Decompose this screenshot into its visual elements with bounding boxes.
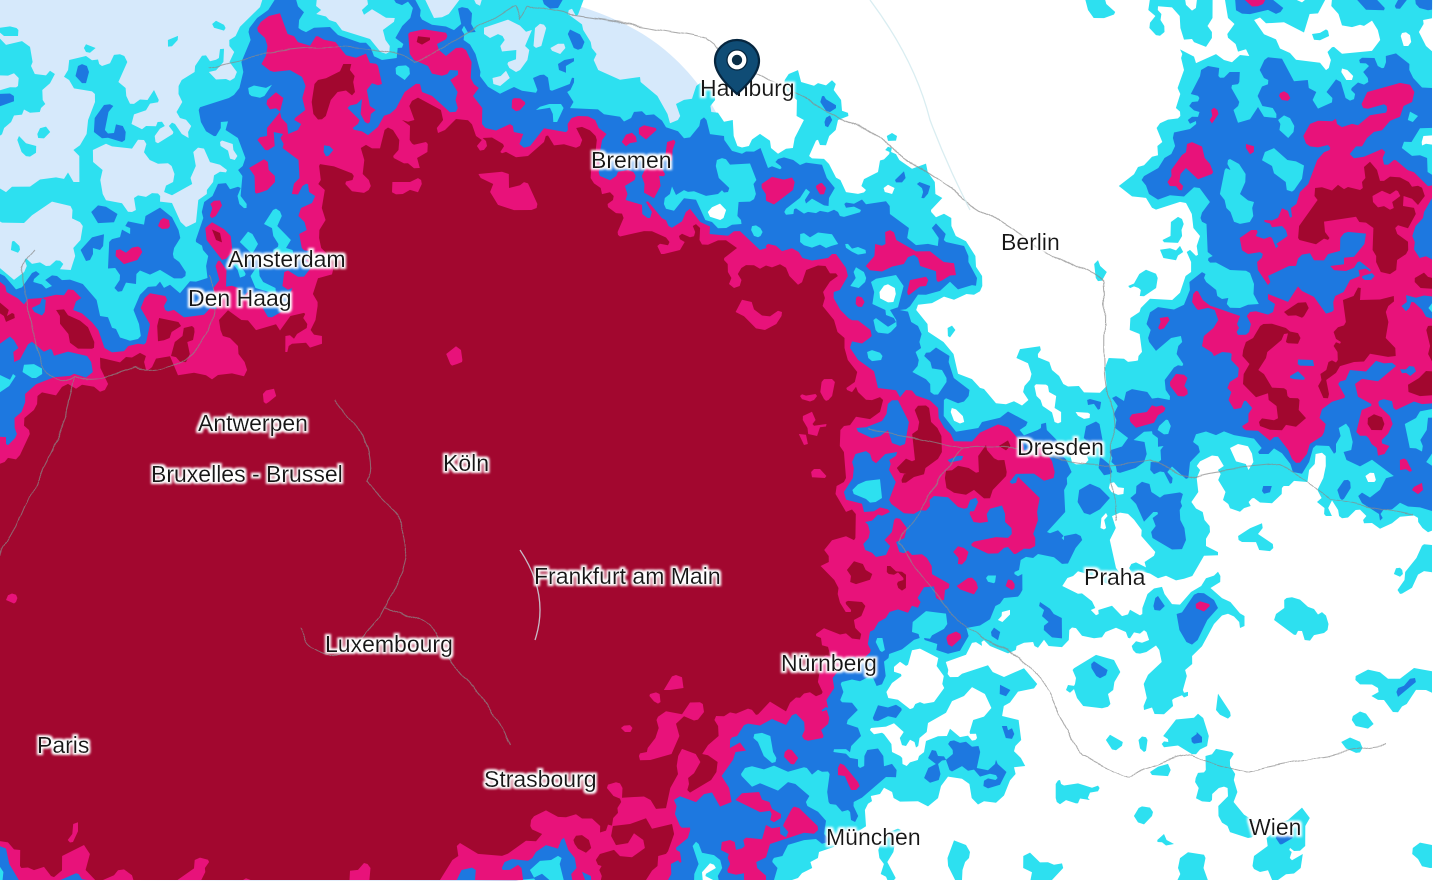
svg-text:München: München [826,824,921,850]
svg-text:Bremen: Bremen [591,147,672,173]
svg-text:Amsterdam: Amsterdam [228,246,346,272]
svg-text:Köln: Köln [443,450,489,476]
svg-text:Den Haag: Den Haag [188,285,292,311]
svg-text:Antwerpen: Antwerpen [198,410,308,436]
svg-text:Berlin: Berlin [1001,229,1060,255]
svg-text:Paris: Paris [37,732,89,758]
svg-text:Praha: Praha [1084,564,1146,590]
svg-text:Bruxelles - Brussel: Bruxelles - Brussel [151,461,343,487]
svg-text:Nürnberg: Nürnberg [781,650,877,676]
svg-text:Strasbourg: Strasbourg [484,766,597,792]
svg-text:Dresden: Dresden [1017,434,1104,460]
svg-text:Wien: Wien [1249,814,1301,840]
svg-text:Luxembourg: Luxembourg [325,631,453,657]
svg-text:Frankfurt am Main: Frankfurt am Main [534,563,721,589]
